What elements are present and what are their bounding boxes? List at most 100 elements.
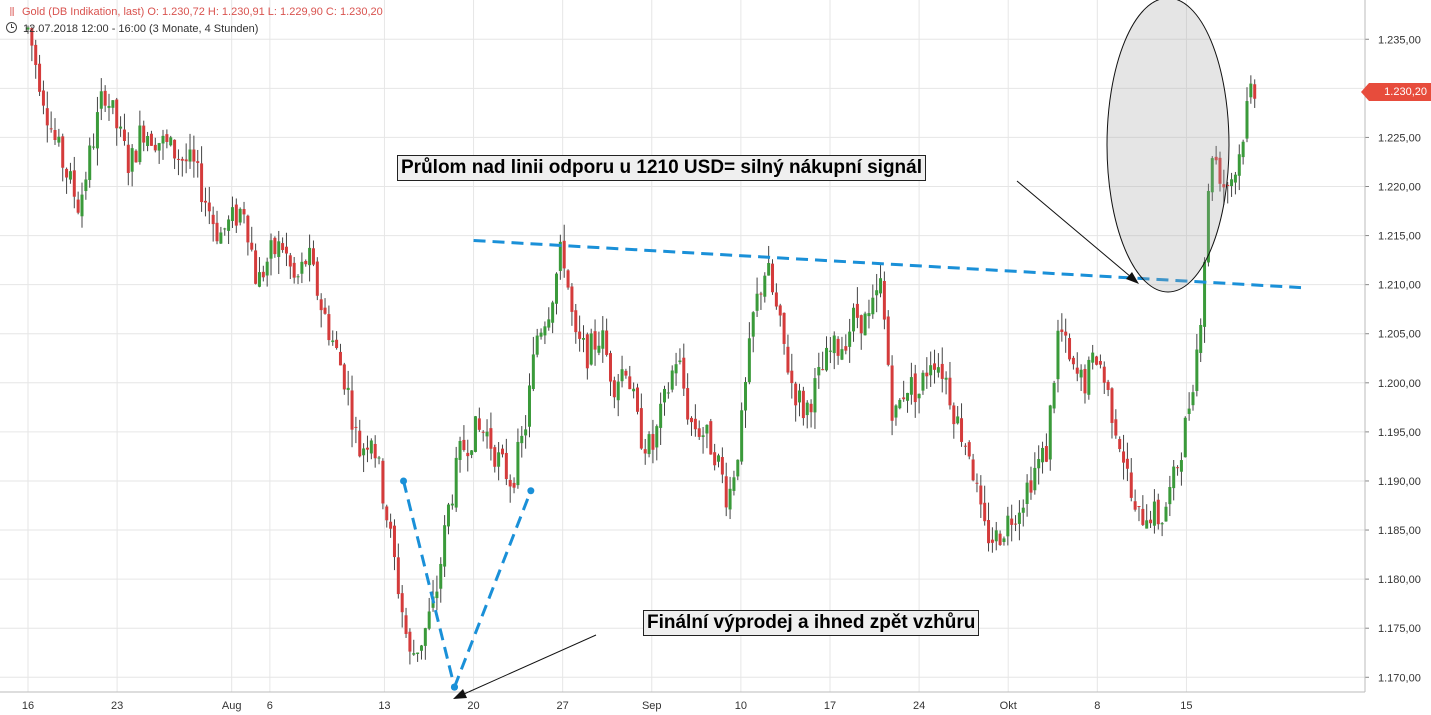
candle-body (246, 215, 250, 243)
candle-body (574, 310, 578, 333)
candle-body (925, 372, 929, 377)
candle-body (404, 615, 408, 634)
candle-body (377, 457, 381, 459)
candle-body (92, 146, 96, 148)
candle-body (497, 452, 501, 467)
candle-body (1179, 460, 1183, 472)
candle-body (836, 338, 840, 356)
candle-body (663, 388, 666, 403)
trendline-point (450, 683, 458, 691)
candle-body (126, 144, 130, 173)
current-price-tag: 1.230,20 (1361, 83, 1431, 101)
candle-body (921, 372, 925, 391)
trendline-point (400, 477, 408, 485)
candle-body (115, 99, 119, 129)
candle-body (578, 331, 582, 339)
candle-body (1110, 388, 1114, 423)
candle-body (581, 338, 585, 340)
candle-body (53, 129, 57, 141)
candle-body (362, 448, 366, 456)
candle-body (169, 137, 173, 146)
candle-body (929, 365, 933, 376)
candle-body (261, 271, 265, 278)
candle-body (311, 248, 315, 265)
annotation-selloff: Finální výprodej a ihned zpět vzhůru (643, 610, 980, 636)
candle-body (736, 459, 740, 477)
candle-body (1149, 519, 1153, 524)
candle-body (1237, 154, 1241, 176)
candle-body (840, 349, 844, 360)
candle-body (724, 476, 728, 508)
candle-body (107, 105, 111, 108)
candle-body (284, 246, 288, 254)
candle-body (744, 381, 748, 411)
candle-body (801, 390, 805, 419)
candle-body (906, 392, 910, 401)
candle-body (605, 330, 609, 355)
candle-body (956, 416, 960, 424)
candle-body (1249, 83, 1253, 98)
candle-body (763, 275, 767, 297)
instrument-line: Gold (DB Indikation, last) O: 1.230,72 H… (22, 6, 383, 18)
candle-body (635, 387, 639, 412)
candle-body (389, 521, 393, 529)
candle-body (705, 424, 709, 434)
candle-body (543, 326, 547, 336)
candle-body (717, 455, 721, 462)
candle-body (338, 351, 342, 366)
candle-body (593, 331, 597, 350)
candle-body (1203, 261, 1207, 327)
candle-body (41, 90, 45, 106)
candle-body (485, 431, 489, 437)
candle-body (443, 525, 447, 567)
candle-body (1095, 356, 1099, 365)
candle-body (466, 452, 470, 457)
candle-body (1083, 368, 1087, 394)
candle-body (300, 261, 304, 274)
candle-body (786, 346, 790, 373)
candle-body (933, 363, 937, 370)
candle-body (215, 222, 219, 242)
time-header: 12.07.2018 12:00 - 16:00 (3 Monate, 4 St… (6, 22, 258, 35)
candle-body (1141, 508, 1145, 525)
candle-body (585, 334, 589, 369)
candle-body (99, 91, 103, 109)
candle-body (1118, 439, 1122, 450)
candle-body (728, 488, 732, 510)
candle-body (504, 452, 508, 480)
candle-body (1064, 331, 1068, 336)
candle-body (481, 431, 485, 433)
candle-body (65, 168, 69, 178)
time-line: 12.07.2018 12:00 - 16:00 (3 Monate, 4 St… (23, 23, 259, 35)
candle-body (512, 482, 516, 488)
candle-body (1102, 366, 1106, 383)
candle-body (520, 435, 524, 444)
candle-body (257, 272, 261, 287)
candle-body (720, 457, 724, 475)
candle-body (68, 171, 72, 180)
x-tick-label: 10 (735, 700, 747, 712)
candle-body (84, 179, 88, 192)
candle-body (88, 145, 92, 180)
candle-body (1199, 325, 1203, 353)
candle-body (527, 385, 531, 427)
candle-body (342, 364, 346, 390)
candle-body (80, 194, 84, 217)
candle-body (207, 202, 211, 212)
candle-body (832, 335, 836, 354)
candle-body (1033, 467, 1037, 491)
candle-body (173, 139, 177, 159)
y-tick-label: 1.205,00 (1378, 329, 1421, 341)
candle-body (890, 365, 894, 421)
y-tick-label: 1.200,00 (1378, 378, 1421, 390)
x-tick-label: 13 (378, 700, 390, 712)
candle-body (659, 403, 663, 428)
candle-body (817, 367, 821, 376)
bar-chart-icon: ⫼ (9, 7, 15, 18)
y-tick-label: 1.220,00 (1378, 181, 1421, 193)
candle-body (601, 330, 605, 349)
candle-body (894, 405, 898, 418)
candle-body (805, 402, 809, 416)
